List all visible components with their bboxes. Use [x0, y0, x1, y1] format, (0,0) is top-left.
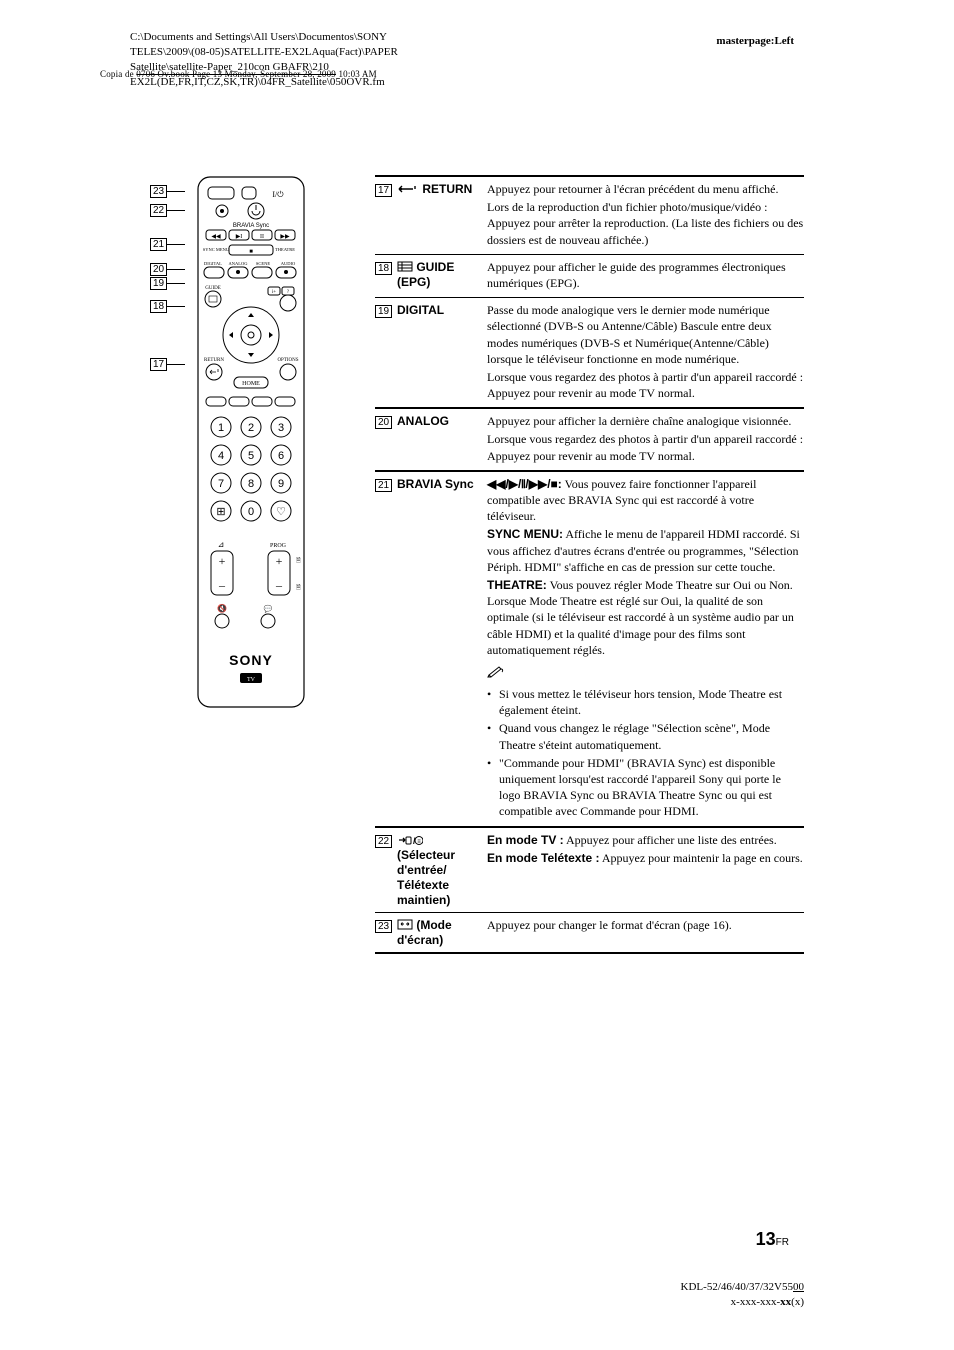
row-label: RETURN	[397, 181, 487, 250]
callout-number: 18	[150, 300, 167, 313]
callout: 22	[150, 204, 185, 217]
svg-text:–: –	[218, 578, 226, 592]
svg-text:1: 1	[218, 422, 224, 434]
svg-text:4: 4	[218, 450, 224, 462]
svg-text:🗎: 🗎	[296, 557, 301, 564]
button-reference-table: 17 RETURNAppuyez pour retourner à l'écra…	[375, 175, 804, 954]
svg-text:💬: 💬	[264, 604, 273, 613]
row-number: 20	[375, 413, 397, 466]
svg-text:–: –	[275, 578, 283, 592]
header-line: C:\Documents and Settings\All Users\Docu…	[130, 30, 398, 45]
callout-number: 20	[150, 263, 167, 276]
row-number: 23	[375, 917, 397, 948]
svg-text:▶▶: ▶▶	[280, 234, 290, 240]
table-row: 19DIGITALPasse du mode analogique vers l…	[375, 298, 804, 409]
row-label: (Mode d'écran)	[397, 917, 487, 948]
callout-number: 17	[150, 358, 167, 371]
header-path: C:\Documents and Settings\All Users\Docu…	[130, 30, 398, 89]
svg-text:■: ■	[249, 249, 253, 255]
row-number: 17	[375, 181, 397, 250]
row-number: 22	[375, 832, 397, 908]
row-description: Appuyez pour afficher le guide des progr…	[487, 259, 804, 293]
callout: 23	[150, 185, 185, 198]
page-number: 13FR	[756, 1229, 789, 1250]
row-description: En mode TV : Appuyez pour afficher une l…	[487, 832, 804, 908]
masterpage-label: masterpage:Left	[716, 35, 794, 47]
svg-text:II: II	[260, 234, 264, 240]
svg-text:OPTIONS: OPTIONS	[277, 358, 298, 363]
svg-text:THEATRE: THEATRE	[275, 247, 295, 252]
row-description: Appuyez pour afficher la dernière chaîne…	[487, 413, 804, 466]
callout: 18	[150, 300, 185, 313]
table-row: 17 RETURNAppuyez pour retourner à l'écra…	[375, 177, 804, 255]
svg-text:9: 9	[278, 478, 284, 490]
svg-text:/: /	[413, 836, 416, 846]
svg-text:ANALOG: ANALOG	[229, 261, 249, 266]
callout-number: 23	[150, 185, 167, 198]
footer-model: KDL-52/46/40/37/32V5500	[681, 1281, 804, 1293]
svg-text:🗎: 🗎	[296, 584, 301, 591]
svg-text:SONY: SONY	[229, 652, 273, 668]
row-label: /≡ (Sélecteur d'entrée/ Télétexte mainti…	[397, 832, 487, 908]
svg-text:TV: TV	[247, 677, 256, 683]
remote-diagram: 23222120191817 I/⏻ BRAVIA Sync ◀◀ ▶I II …	[150, 175, 320, 954]
svg-text:2: 2	[248, 422, 254, 434]
svg-text:PROG: PROG	[270, 543, 287, 549]
svg-text:▶I: ▶I	[236, 234, 243, 240]
svg-text:BRAVIA Sync: BRAVIA Sync	[233, 223, 269, 229]
svg-text:HOME: HOME	[242, 381, 260, 387]
callout: 17	[150, 358, 185, 371]
svg-text:SYNC MENU: SYNC MENU	[203, 247, 230, 252]
callout: 20	[150, 263, 185, 276]
svg-text:⊿: ⊿	[218, 540, 225, 549]
svg-text:+: +	[276, 554, 283, 568]
svg-text:5: 5	[248, 450, 254, 462]
svg-text:DIGITAL: DIGITAL	[204, 261, 222, 266]
table-row: 23 (Mode d'écran)Appuyez pour changer le…	[375, 913, 804, 954]
note-icon	[487, 664, 804, 682]
row-label: GUIDE (EPG)	[397, 259, 487, 293]
book-timestamp: Copia de 0706 Ov.book Page 13 Monday, Se…	[100, 69, 377, 79]
row-description: ◀◀/▶/𝍪/▶▶/■: Vous pouvez faire fonctionn…	[487, 476, 804, 822]
row-description: Appuyez pour changer le format d'écran (…	[487, 917, 804, 948]
row-description: Appuyez pour retourner à l'écran précéde…	[487, 181, 804, 250]
callout: 21	[150, 238, 185, 251]
svg-text:GUIDE: GUIDE	[205, 286, 221, 291]
svg-text:?: ?	[287, 290, 290, 295]
callout-number: 21	[150, 238, 167, 251]
row-label: BRAVIA Sync	[397, 476, 487, 822]
row-label: DIGITAL	[397, 302, 487, 403]
header-line: TELES\2009\(08-05)SATELLITE-EX2LAqua(Fac…	[130, 45, 398, 60]
svg-text:≡: ≡	[417, 839, 421, 845]
svg-text:🔇: 🔇	[217, 603, 227, 613]
svg-text:3: 3	[278, 422, 284, 434]
table-row: 21BRAVIA Sync◀◀/▶/𝍪/▶▶/■: Vous pouvez fa…	[375, 472, 804, 828]
svg-text:⊞: ⊞	[216, 506, 225, 518]
svg-text:6: 6	[278, 450, 284, 462]
table-row: 20ANALOGAppuyez pour afficher la dernièr…	[375, 409, 804, 472]
row-label: ANALOG	[397, 413, 487, 466]
svg-text:+: +	[219, 554, 226, 568]
row-number: 21	[375, 476, 397, 822]
table-row: 18 GUIDE (EPG)Appuyez pour afficher le g…	[375, 255, 804, 298]
row-number: 19	[375, 302, 397, 403]
callout: 19	[150, 277, 185, 290]
svg-text:SCENE: SCENE	[256, 261, 271, 266]
svg-text:i+: i+	[272, 290, 276, 295]
remote-svg: I/⏻ BRAVIA Sync ◀◀ ▶I II ▶▶ SYNC MENU ■ …	[196, 175, 306, 710]
row-number: 18	[375, 259, 397, 293]
svg-text:I/⏻: I/⏻	[272, 190, 284, 199]
svg-text:◀◀: ◀◀	[211, 234, 221, 240]
row-description: Passe du mode analogique vers le dernier…	[487, 302, 804, 403]
svg-text:RETURN: RETURN	[204, 358, 224, 363]
svg-text:♡: ♡	[276, 506, 286, 518]
callout-number: 22	[150, 204, 167, 217]
svg-text:0: 0	[248, 506, 254, 518]
footer: KDL-52/46/40/37/32V5500 x-xxx-xxx-xx(x)	[681, 1280, 804, 1310]
svg-text:AUDIO: AUDIO	[281, 261, 296, 266]
svg-text:8: 8	[248, 478, 254, 490]
callout-number: 19	[150, 277, 167, 290]
table-row: 22/≡ (Sélecteur d'entrée/ Télétexte main…	[375, 828, 804, 913]
svg-text:7: 7	[218, 478, 224, 490]
